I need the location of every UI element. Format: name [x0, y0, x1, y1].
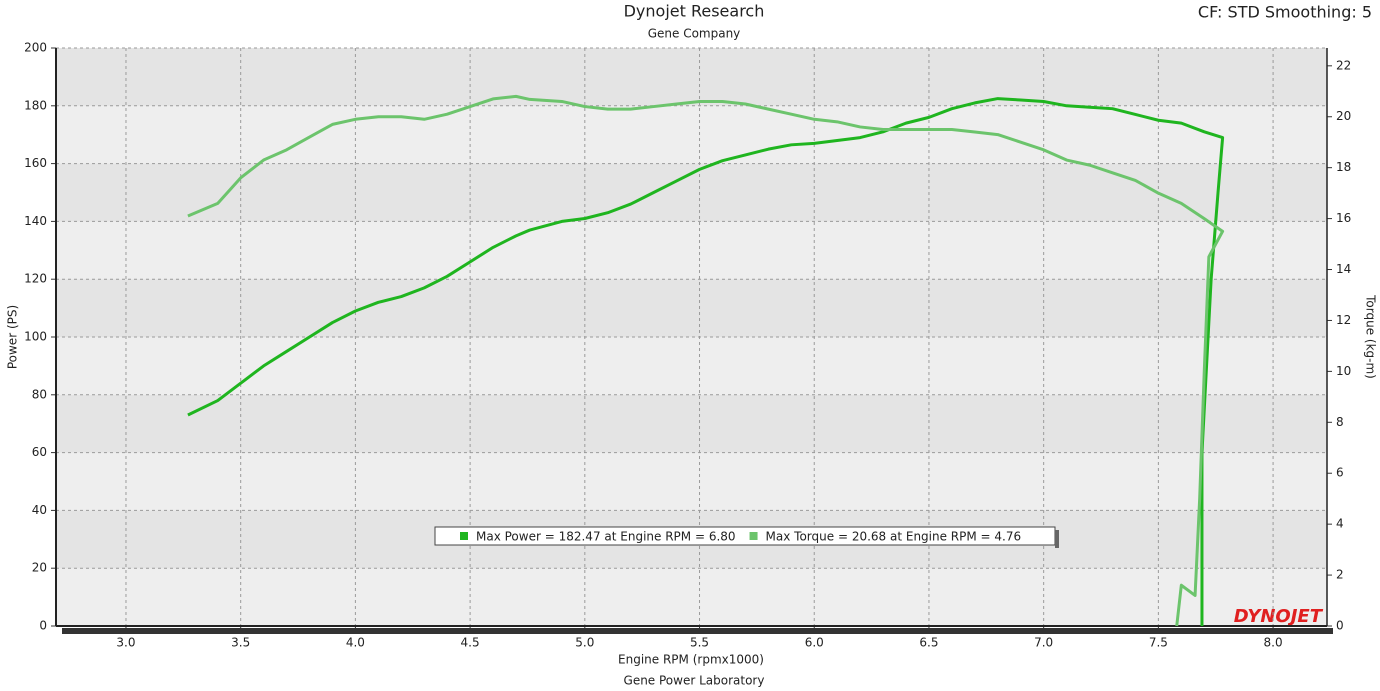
x-tick-label: 4.5 [461, 636, 480, 650]
y2-tick-label: 10 [1336, 364, 1351, 378]
footer: Gene Power Laboratory [624, 674, 765, 688]
plot-band [56, 452, 1327, 511]
series-line [187, 94, 1225, 627]
y2-tick-label: 22 [1336, 58, 1351, 72]
plot-band [56, 279, 1327, 337]
y2-tick-label: 12 [1336, 313, 1351, 327]
x-tick-label: 3.5 [231, 636, 250, 650]
plot-band [56, 394, 1327, 453]
y2-tick-label: 4 [1336, 517, 1344, 531]
y2-tick-label: 18 [1336, 160, 1351, 174]
y2-tick-label: 8 [1336, 415, 1344, 429]
legend-swatch [749, 532, 758, 540]
plot-band [56, 568, 1327, 626]
y2-tick-label: 6 [1336, 466, 1344, 480]
y-tick-label: 200 [24, 41, 47, 55]
corner-text: CF: STD Smoothing: 5 [1198, 3, 1372, 22]
y2-tick-label: 14 [1336, 262, 1351, 276]
y2-tick-label: 2 [1336, 568, 1344, 582]
y-axis-label: Power (PS) [6, 305, 20, 369]
y2-tick-label: 20 [1336, 109, 1351, 123]
x-tick-label: 4.0 [346, 636, 365, 650]
x-tick-label: 5.5 [690, 636, 709, 650]
y-tick-label: 60 [32, 445, 47, 459]
x-tick-label: 5.0 [575, 636, 594, 650]
y-tick-label: 100 [24, 330, 47, 344]
series-line [187, 97, 1225, 626]
y-tick-label: 180 [24, 98, 47, 112]
y-tick-label: 160 [24, 156, 47, 170]
x-axis-shadow [62, 628, 1333, 634]
plot-band [56, 105, 1327, 164]
y-tick-label: 40 [32, 503, 47, 517]
x-tick-label: 6.0 [805, 636, 824, 650]
logo: DYNOJET [1234, 606, 1324, 627]
x-tick-label: 3.0 [116, 636, 135, 650]
y-tick-label: 20 [32, 561, 47, 575]
x-tick-label: 6.5 [919, 636, 938, 650]
legend: Max Power = 182.47 at Engine RPM = 6.80 M… [434, 526, 1059, 548]
y-tick-label: 0 [39, 619, 47, 633]
chart-title: Dynojet Research [624, 2, 765, 21]
legend-label: Max Torque = 20.68 at Engine RPM = 4.76 [766, 530, 1022, 544]
x-tick-label: 7.5 [1149, 636, 1168, 650]
plot-band [56, 221, 1327, 280]
x-axis-label: Engine RPM (rpmx1000) [618, 653, 764, 667]
legend-label: Max Power = 182.47 at Engine RPM = 6.80 [476, 530, 736, 544]
y2-tick-label: 16 [1336, 211, 1351, 225]
legend-swatch [460, 532, 468, 540]
chart-subtitle: Gene Company [648, 27, 741, 41]
plot-bands [56, 48, 1327, 626]
legend-shadow [1055, 530, 1059, 548]
y2-axis-label: Torque (kg-m) [1364, 294, 1378, 379]
plot-band [56, 48, 1327, 106]
x-tick-label: 7.0 [1034, 636, 1053, 650]
plot-band [56, 337, 1327, 395]
y-tick-label: 120 [24, 272, 47, 286]
x-tick-label: 8.0 [1264, 636, 1283, 650]
y-tick-label: 140 [24, 214, 47, 228]
y2-tick-label: 0 [1336, 619, 1344, 633]
y-tick-label: 80 [32, 387, 47, 401]
